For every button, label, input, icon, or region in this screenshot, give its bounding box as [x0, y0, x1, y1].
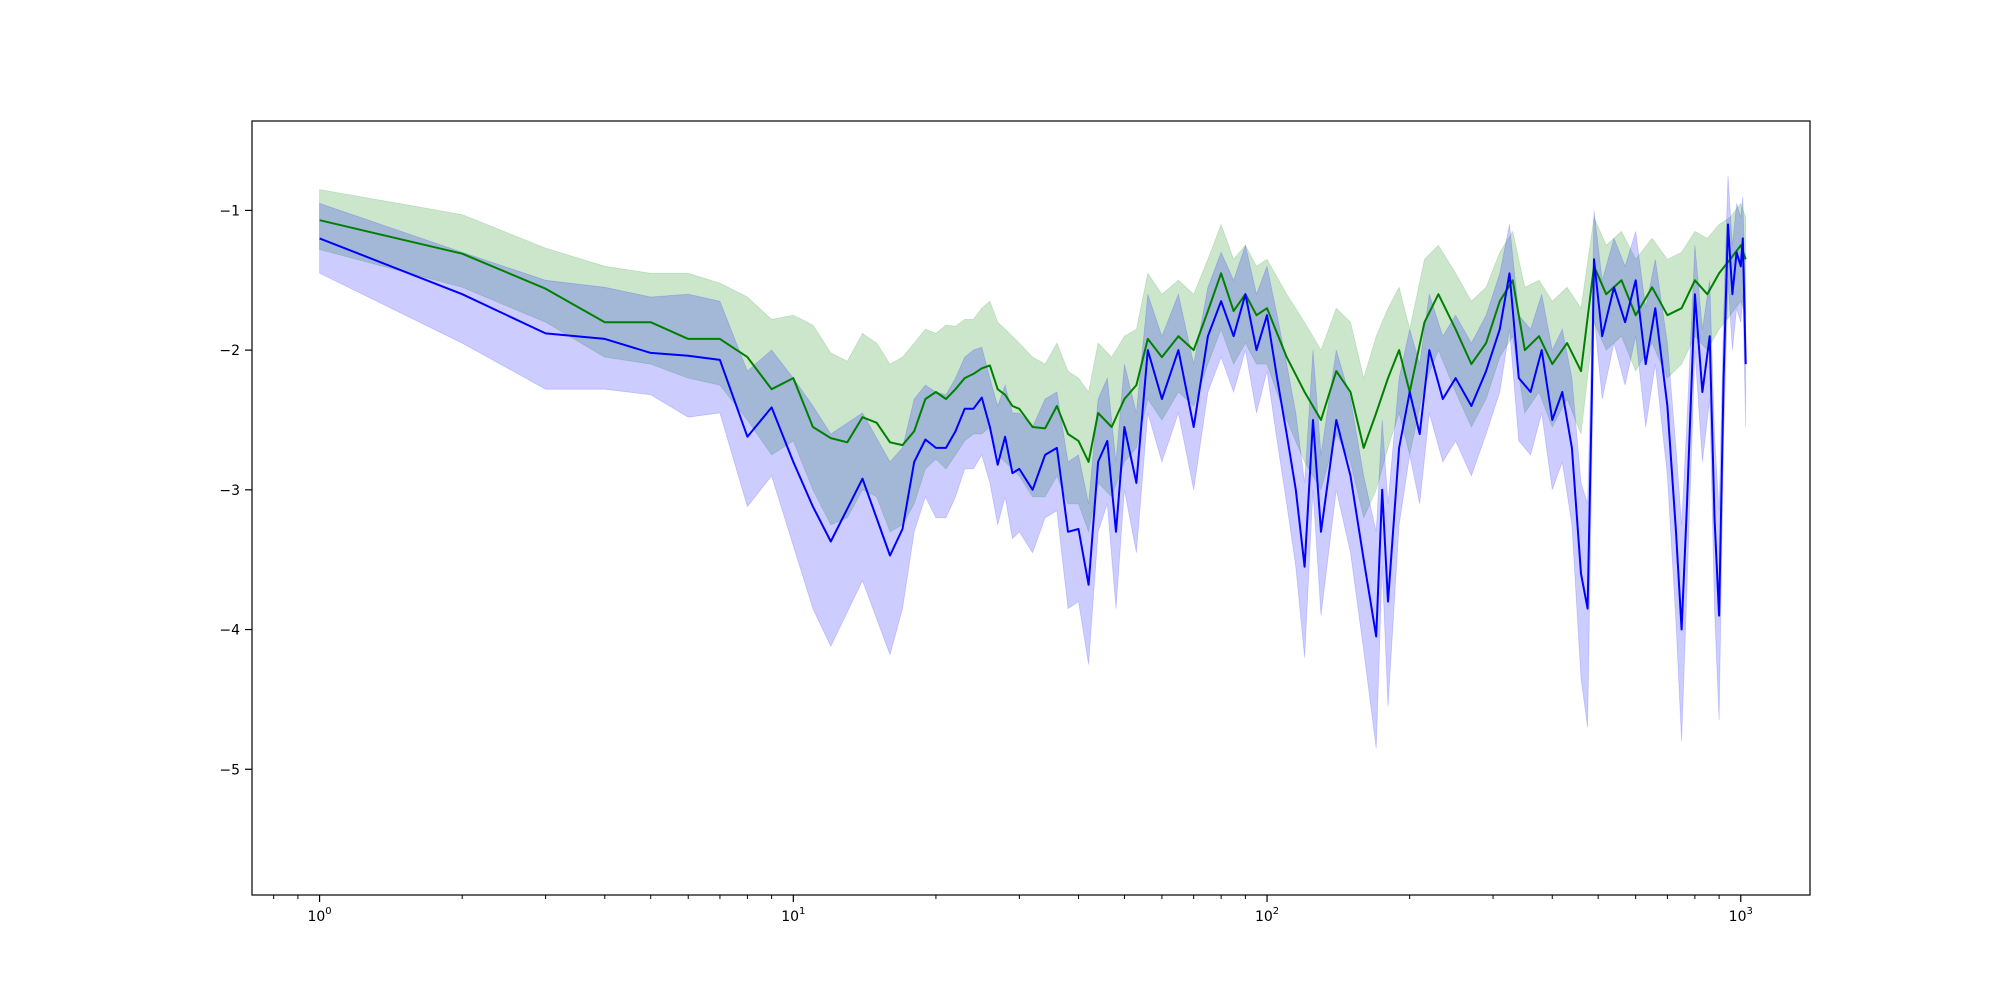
x-tick-label: 101: [781, 906, 805, 925]
plot-frame: [251, 120, 1811, 896]
series-2-line: [319, 223, 1747, 638]
x-tick-label: 100: [307, 906, 331, 925]
x-tick-label: 102: [1255, 906, 1279, 925]
confidence-bands: [319, 175, 1747, 749]
y-tick-label: −4: [219, 623, 240, 639]
series-1-line: [319, 219, 1747, 463]
plot-area: [319, 175, 1747, 749]
y-axis: −1 −2 −3 −4 −5: [219, 203, 252, 778]
series-lines: [319, 219, 1747, 638]
series-2-band: [319, 175, 1747, 749]
y-tick-label: −3: [219, 483, 240, 499]
series-1-band: [319, 189, 1747, 534]
x-tick-label: 103: [1729, 906, 1753, 925]
x-axis: 100 101 102 103: [273, 895, 1753, 925]
y-tick-label: −2: [219, 343, 240, 359]
y-tick-label: −1: [219, 203, 240, 219]
y-tick-label: −5: [219, 762, 240, 778]
